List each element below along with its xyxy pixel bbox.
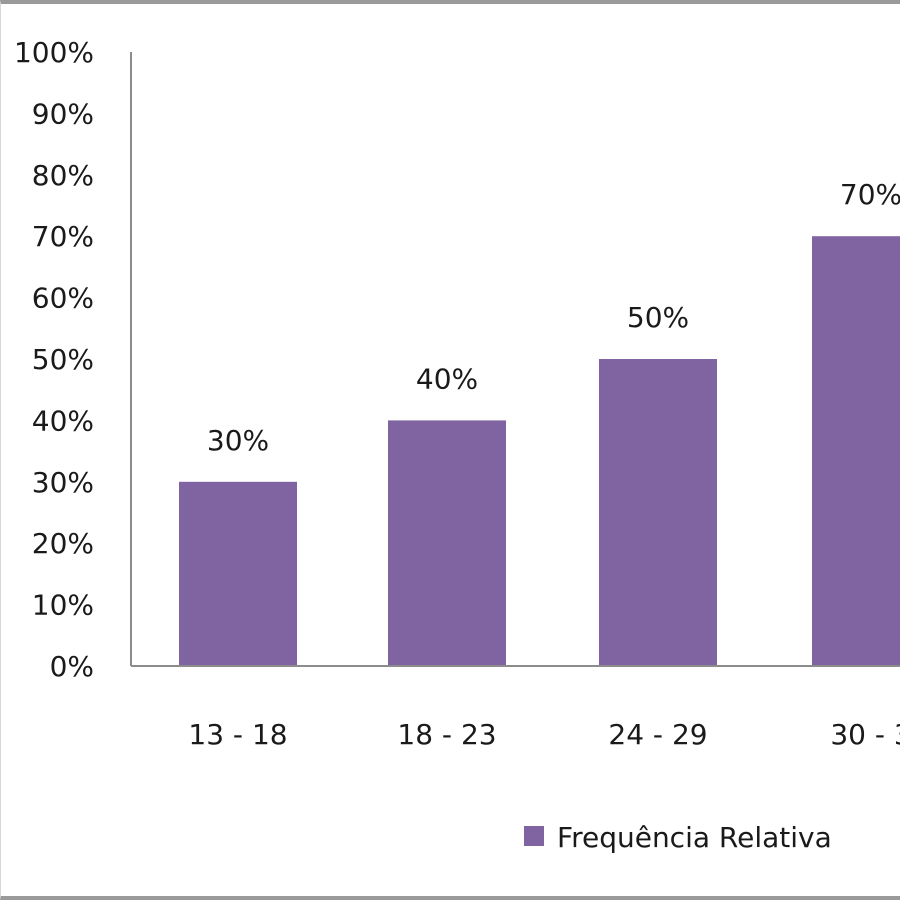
bar-data-label: 70% xyxy=(840,178,900,211)
legend-swatch xyxy=(524,826,544,846)
x-tick-label: 13 - 18 xyxy=(188,718,287,751)
y-tick-label: 20% xyxy=(32,527,94,560)
y-tick-label: 80% xyxy=(32,159,94,192)
y-tick-label: 10% xyxy=(32,589,94,622)
bar-data-label: 50% xyxy=(627,301,689,334)
x-tick-label: 18 - 23 xyxy=(397,718,496,751)
bar-chart: 0% 10% 20% 30% 40% 50% 60% 70% 80% 90% 100% 30% 40%… xyxy=(14,36,900,854)
y-tick-label: 70% xyxy=(32,220,94,253)
bar xyxy=(388,420,506,666)
x-tick-label: 30 - 3 xyxy=(830,718,900,751)
y-tick-label: 0% xyxy=(50,650,94,683)
y-tick-label: 60% xyxy=(32,282,94,315)
y-tick-label: 90% xyxy=(32,97,94,130)
x-axis-ticks: 13 - 18 18 - 23 24 - 29 30 - 3 xyxy=(188,718,900,751)
data-labels: 30% 40% 50% 70% xyxy=(207,178,900,457)
y-axis-ticks: 0% 10% 20% 30% 40% 50% 60% 70% 80% 90% 100% xyxy=(14,36,94,683)
bar-data-label: 30% xyxy=(207,424,269,457)
y-tick-label: 30% xyxy=(32,466,94,499)
y-tick-label: 40% xyxy=(32,404,94,437)
y-tick-label: 50% xyxy=(32,343,94,376)
x-tick-label: 24 - 29 xyxy=(608,718,707,751)
y-tick-label: 100% xyxy=(14,36,94,69)
legend-label: Frequência Relativa xyxy=(557,821,832,854)
bars xyxy=(179,236,900,666)
bar xyxy=(599,359,717,666)
legend: Frequência Relativa xyxy=(524,821,832,854)
bar-data-label: 40% xyxy=(416,362,478,395)
bar xyxy=(179,481,297,666)
bar xyxy=(812,236,900,666)
